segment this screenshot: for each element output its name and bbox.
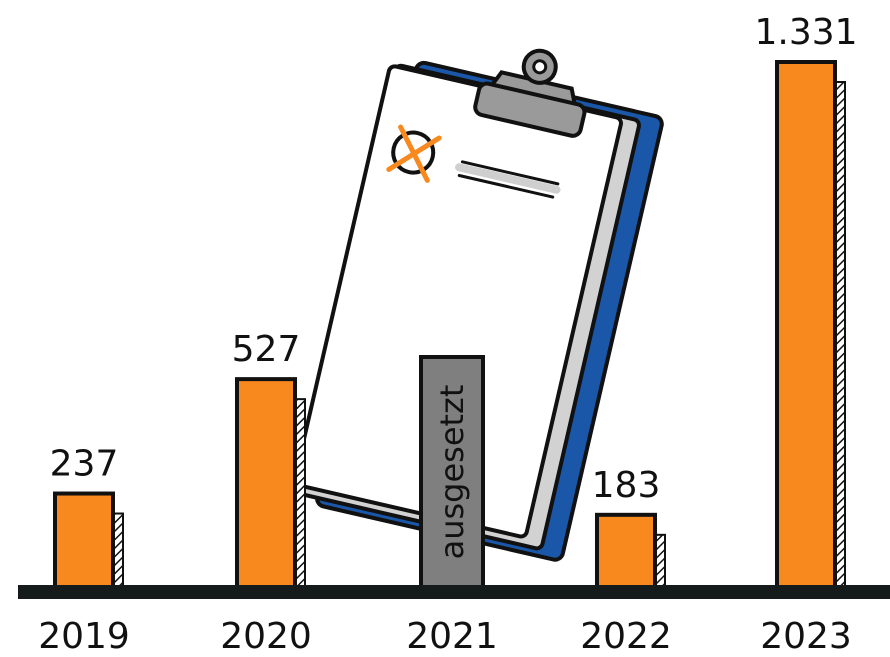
bar-2020 [235, 377, 297, 589]
value-label-2019: 237 [50, 444, 119, 485]
bar-2023 [775, 60, 837, 589]
x-tick-label-2021: 2021 [406, 616, 498, 657]
x-tick-label-2020: 2020 [220, 616, 312, 657]
x-tick-label-2023: 2023 [760, 616, 852, 657]
bar-2022 [595, 512, 657, 590]
clipboard-ballot-icon [292, 48, 664, 562]
value-label-2020: 527 [232, 329, 301, 370]
value-label-2022: 183 [592, 465, 661, 506]
bar-2019 [53, 491, 115, 590]
x-tick-label-2022: 2022 [580, 616, 672, 657]
suspended-label: ausgesetzt [433, 385, 471, 560]
value-label-2023: 1.331 [754, 12, 857, 53]
x-tick-label-2019: 2019 [38, 616, 130, 657]
x-axis-line [18, 585, 890, 599]
bar-2021-suspended [419, 355, 485, 589]
